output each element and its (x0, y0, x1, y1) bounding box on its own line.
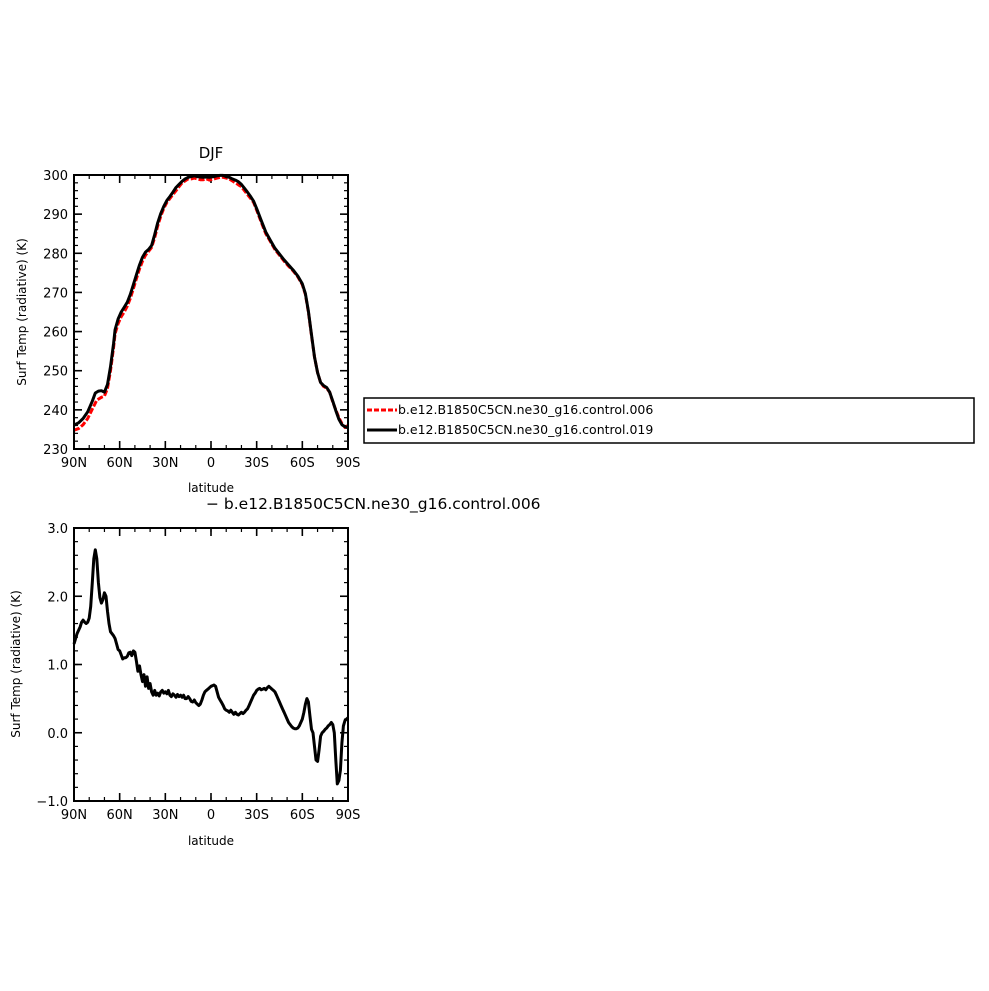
difference-caption: − b.e12.B1850C5CN.ne30_g16.control.006 (206, 495, 541, 514)
top-y-tick-label: 270 (43, 286, 68, 301)
top-y-tick-label: 260 (43, 326, 68, 341)
bottom-y-tick-label: −1.0 (36, 795, 68, 810)
bottom-x-tick-label: 30S (244, 808, 269, 823)
top-x-tick-label: 60S (290, 456, 315, 471)
top-x-tick-label: 30N (152, 456, 178, 471)
bottom-plot-frame (73, 527, 349, 802)
bottom-y-tick-label: 3.0 (47, 522, 68, 537)
top-series-line-0 (73, 175, 349, 432)
bottom-x-tick-label: 90N (61, 808, 87, 823)
bottom-x-tick-label: 0 (207, 808, 215, 823)
top-y-tick-label: 230 (43, 443, 68, 458)
top-x-tick-label: 90N (61, 456, 87, 471)
top-panel: DJF 90N 60N 30N 0 30S 60S 90S 300 290 280 270 260 25… (15, 144, 360, 495)
top-x-tick-label: 0 (207, 456, 215, 471)
top-x-tick-label: 30S (244, 456, 269, 471)
top-y-tick-label: 250 (43, 365, 68, 380)
chart-title: DJF (199, 144, 224, 162)
legend-label-006: b.e12.B1850C5CN.ne30_g16.control.006 (398, 402, 653, 417)
legend: b.e12.B1850C5CN.ne30_g16.control.006 b.e… (363, 397, 975, 444)
bottom-y-tick-label: 0.0 (47, 727, 68, 742)
bottom-y-axis-label: Surf Temp (radiative) (K) (9, 590, 23, 738)
bottom-series-line-0 (72, 548, 350, 786)
bottom-y-tick-label: 1.0 (47, 659, 68, 674)
top-y-tick-label: 300 (43, 169, 68, 184)
top-y-tick-label: 240 (43, 404, 68, 419)
bottom-x-axis-label: latitude (188, 834, 234, 848)
top-plot-frame (73, 174, 349, 450)
bottom-panel: 90N 60N 30N 0 30S 60S 90S 3.0 2.0 1.0 0.0 −1.0 lati… (9, 522, 360, 848)
legend-label-019: b.e12.B1850C5CN.ne30_g16.control.019 (398, 422, 653, 437)
bottom-y-tick-label: 2.0 (47, 590, 68, 605)
bottom-x-tick-label: 60N (107, 808, 133, 823)
bottom-x-tick-label: 60S (290, 808, 315, 823)
legend-box (363, 397, 975, 444)
top-x-tick-label: 60N (107, 456, 133, 471)
top-y-tick-label: 290 (43, 208, 68, 223)
top-plot-area: 90N 60N 30N 0 30S 60S 90S 300 290 280 270 260 250 240… (43, 169, 360, 471)
bottom-x-tick-label: 30N (152, 808, 178, 823)
top-series-line-1 (73, 173, 349, 430)
bottom-x-tick-label: 90S (336, 808, 361, 823)
top-x-tick-label: 90S (336, 456, 361, 471)
top-y-tick-label: 280 (43, 247, 68, 262)
top-y-axis-label: Surf Temp (radiative) (K) (15, 238, 29, 386)
bottom-plot-area: 90N 60N 30N 0 30S 60S 90S 3.0 2.0 1.0 0.0 −1.0 (36, 522, 360, 823)
top-x-axis-label: latitude (188, 481, 234, 495)
